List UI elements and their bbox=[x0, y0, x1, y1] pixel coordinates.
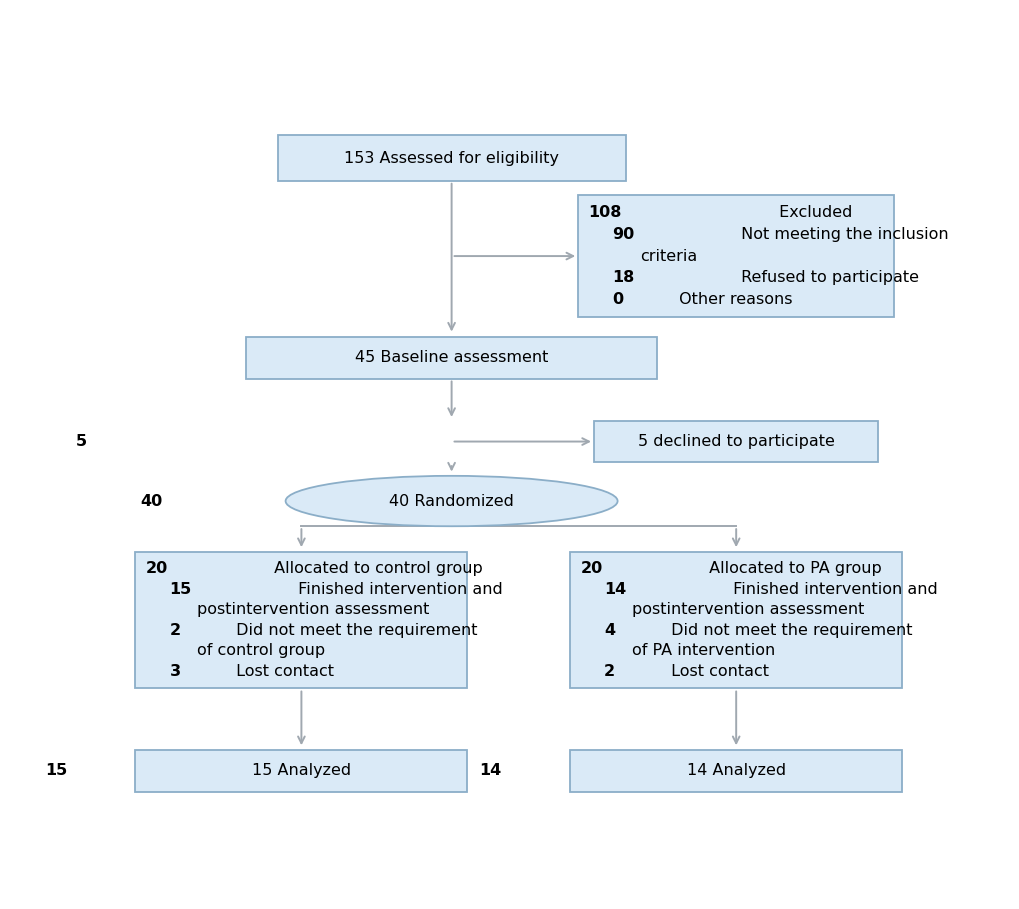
Text: Finished intervention and: Finished intervention and bbox=[292, 582, 502, 597]
Text: 45 Baseline assessment: 45 Baseline assessment bbox=[355, 350, 548, 365]
Text: 20: 20 bbox=[146, 562, 168, 576]
FancyBboxPatch shape bbox=[578, 195, 894, 317]
Text: 4: 4 bbox=[603, 623, 614, 638]
Text: criteria: criteria bbox=[639, 248, 696, 264]
Text: 5 declined to participate: 5 declined to participate bbox=[637, 434, 834, 449]
Ellipse shape bbox=[285, 475, 618, 526]
Text: Did not meet the requirement: Did not meet the requirement bbox=[665, 623, 912, 638]
FancyBboxPatch shape bbox=[593, 421, 877, 462]
Text: 40: 40 bbox=[141, 494, 163, 508]
Text: 2: 2 bbox=[603, 664, 614, 678]
Text: Other reasons: Other reasons bbox=[674, 292, 792, 307]
FancyBboxPatch shape bbox=[570, 552, 902, 688]
Text: 14: 14 bbox=[479, 763, 501, 778]
Text: 40 Randomized: 40 Randomized bbox=[389, 494, 514, 508]
Text: 108: 108 bbox=[588, 205, 622, 220]
Text: Allocated to PA group: Allocated to PA group bbox=[703, 562, 881, 576]
FancyBboxPatch shape bbox=[277, 135, 625, 181]
Text: 15: 15 bbox=[45, 763, 67, 778]
Text: 15: 15 bbox=[169, 582, 192, 597]
Text: 14 Analyzed: 14 Analyzed bbox=[686, 763, 785, 778]
Text: Finished intervention and: Finished intervention and bbox=[728, 582, 936, 597]
Text: 153 Assessed for eligibility: 153 Assessed for eligibility bbox=[343, 151, 558, 165]
Text: of PA intervention: of PA intervention bbox=[631, 644, 774, 658]
Text: Not meeting the inclusion: Not meeting the inclusion bbox=[735, 227, 948, 242]
FancyBboxPatch shape bbox=[136, 552, 467, 688]
Text: 3: 3 bbox=[169, 664, 180, 678]
Text: 14: 14 bbox=[603, 582, 626, 597]
Text: of control group: of control group bbox=[197, 644, 325, 658]
FancyBboxPatch shape bbox=[246, 336, 656, 378]
Text: 15 Analyzed: 15 Analyzed bbox=[252, 763, 351, 778]
Text: 20: 20 bbox=[580, 562, 602, 576]
Text: postintervention assessment: postintervention assessment bbox=[197, 603, 429, 617]
Text: 2: 2 bbox=[169, 623, 180, 638]
Text: 5: 5 bbox=[76, 434, 88, 449]
Text: Refused to participate: Refused to participate bbox=[735, 270, 918, 285]
Text: Allocated to control group: Allocated to control group bbox=[269, 562, 483, 576]
Text: postintervention assessment: postintervention assessment bbox=[631, 603, 863, 617]
Text: 90: 90 bbox=[611, 227, 634, 242]
FancyBboxPatch shape bbox=[570, 750, 902, 792]
Text: Lost contact: Lost contact bbox=[231, 664, 334, 678]
Text: Did not meet the requirement: Did not meet the requirement bbox=[231, 623, 477, 638]
Text: 18: 18 bbox=[611, 270, 634, 285]
FancyBboxPatch shape bbox=[136, 750, 467, 792]
Text: Excluded: Excluded bbox=[773, 205, 851, 220]
Text: Lost contact: Lost contact bbox=[665, 664, 768, 678]
Text: 0: 0 bbox=[611, 292, 623, 307]
